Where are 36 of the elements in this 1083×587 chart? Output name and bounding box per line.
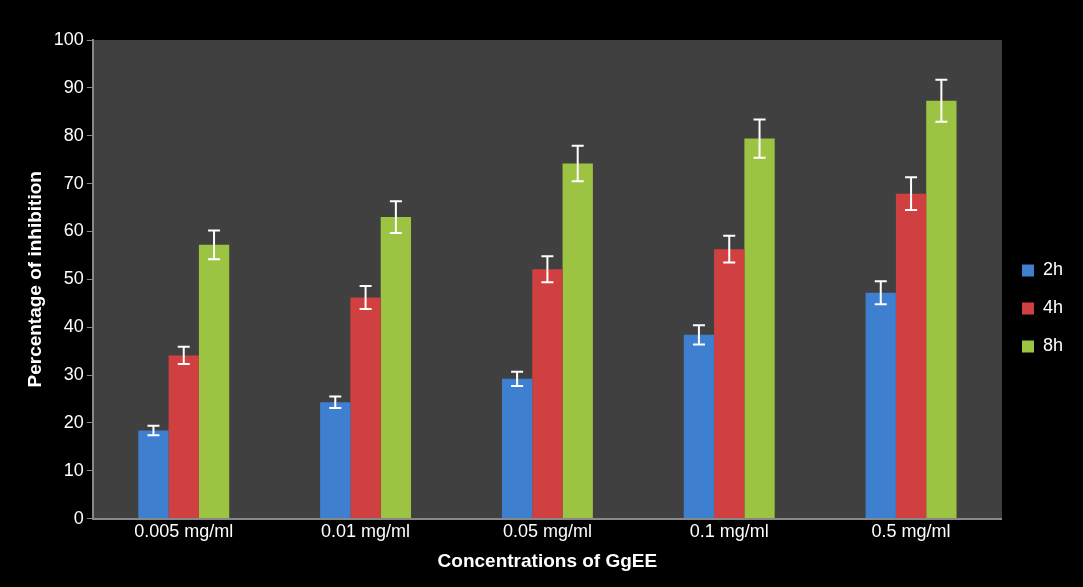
y-tick-label: 0	[73, 507, 84, 528]
bar	[501, 378, 533, 519]
x-tick-label: 0.005 mg/ml	[134, 521, 234, 542]
x-tick-label: 0.05 mg/ml	[502, 521, 592, 542]
y-tick-label: 70	[63, 172, 84, 193]
y-tick-label: 20	[63, 411, 84, 432]
y-tick-label: 60	[63, 220, 84, 241]
x-axis-title: Concentrations of GgEE	[437, 549, 658, 571]
y-tick-label: 50	[63, 268, 84, 289]
y-tick-label: 80	[63, 124, 84, 145]
bar	[350, 297, 381, 519]
bar	[168, 355, 199, 519]
y-tick-label: 100	[53, 28, 84, 49]
bar	[532, 269, 563, 519]
x-tick-label: 0.5 mg/ml	[871, 521, 951, 542]
y-tick-label: 30	[63, 363, 84, 384]
bar	[926, 100, 957, 519]
bar	[562, 163, 593, 519]
legend-label: 4h	[1042, 297, 1064, 318]
legend-label: 8h	[1042, 335, 1064, 356]
y-axis-title: Percentage of inhibition	[23, 171, 45, 388]
bar	[198, 244, 230, 519]
bar	[714, 249, 745, 519]
bar	[683, 334, 715, 519]
bar	[744, 138, 775, 519]
legend-label: 2h	[1042, 259, 1064, 280]
bar	[865, 292, 896, 519]
bar	[380, 217, 412, 519]
bar	[895, 193, 927, 519]
bar	[320, 402, 351, 519]
y-tick-label: 10	[63, 459, 84, 480]
y-tick-label: 40	[63, 316, 84, 337]
y-tick-label: 90	[63, 76, 84, 97]
bar	[138, 430, 169, 519]
x-tick-label: 0.01 mg/ml	[321, 521, 411, 542]
x-tick-label: 0.1 mg/ml	[689, 521, 769, 542]
